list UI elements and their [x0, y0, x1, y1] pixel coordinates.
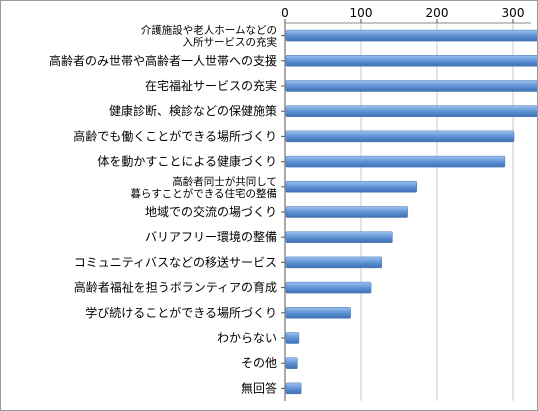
bar — [285, 206, 408, 218]
bar — [285, 29, 537, 42]
category-label: 体を動かすことによる健康づくり — [97, 154, 277, 169]
category-label: 高齢者福祉を担うボランティアの育成 — [74, 280, 277, 295]
bar — [285, 281, 372, 294]
category-label: 高齢者のみ世帯や高齢者一人世帯への支援 — [49, 53, 277, 68]
bar — [285, 382, 302, 395]
category-label: 地域での交流の場づくり — [145, 204, 277, 219]
axes — [281, 19, 531, 401]
bar — [285, 256, 383, 269]
x-tick-label: 100 — [350, 6, 373, 20]
bar — [285, 332, 300, 344]
bar — [285, 105, 537, 117]
bar — [285, 130, 515, 143]
x-tick-label: 0 — [281, 6, 289, 20]
category-label: その他 — [241, 356, 277, 370]
category-labels: 介護施設や老人ホームなどの入所サービスの充実高齢者のみ世帯や高齢者一人世帯への支… — [49, 24, 278, 396]
bar — [285, 80, 537, 92]
category-label: 高齢でも働くことができる場所づくり — [73, 128, 277, 143]
bars — [285, 29, 537, 395]
category-label: 在宅福祉サービスの充実 — [145, 78, 277, 93]
x-tick-label: 200 — [426, 6, 449, 20]
bar — [285, 231, 393, 243]
tick-labels: 0100200300400 — [281, 6, 525, 20]
category-label: コミュニティバスなどの移送サービス — [74, 254, 277, 269]
category-label: 介護施設や老人ホームなどの入所サービスの充実 — [141, 24, 278, 49]
bar — [285, 155, 506, 168]
x-tick-label: 300 — [502, 6, 525, 20]
category-label: 高齢者同士が共同して暮らすことができる住宅の整備 — [130, 175, 277, 200]
category-label: 無回答 — [241, 380, 277, 395]
category-label: 学び続けることができる場所づくり — [85, 305, 277, 320]
category-label: バリアフリー環境の整備 — [145, 229, 277, 244]
category-label: 健康診断、検診などの保健施策 — [109, 103, 277, 118]
category-label: わからない — [217, 331, 277, 345]
bar — [285, 55, 537, 67]
bar — [285, 307, 351, 319]
bar — [285, 357, 298, 369]
bar — [285, 181, 417, 193]
